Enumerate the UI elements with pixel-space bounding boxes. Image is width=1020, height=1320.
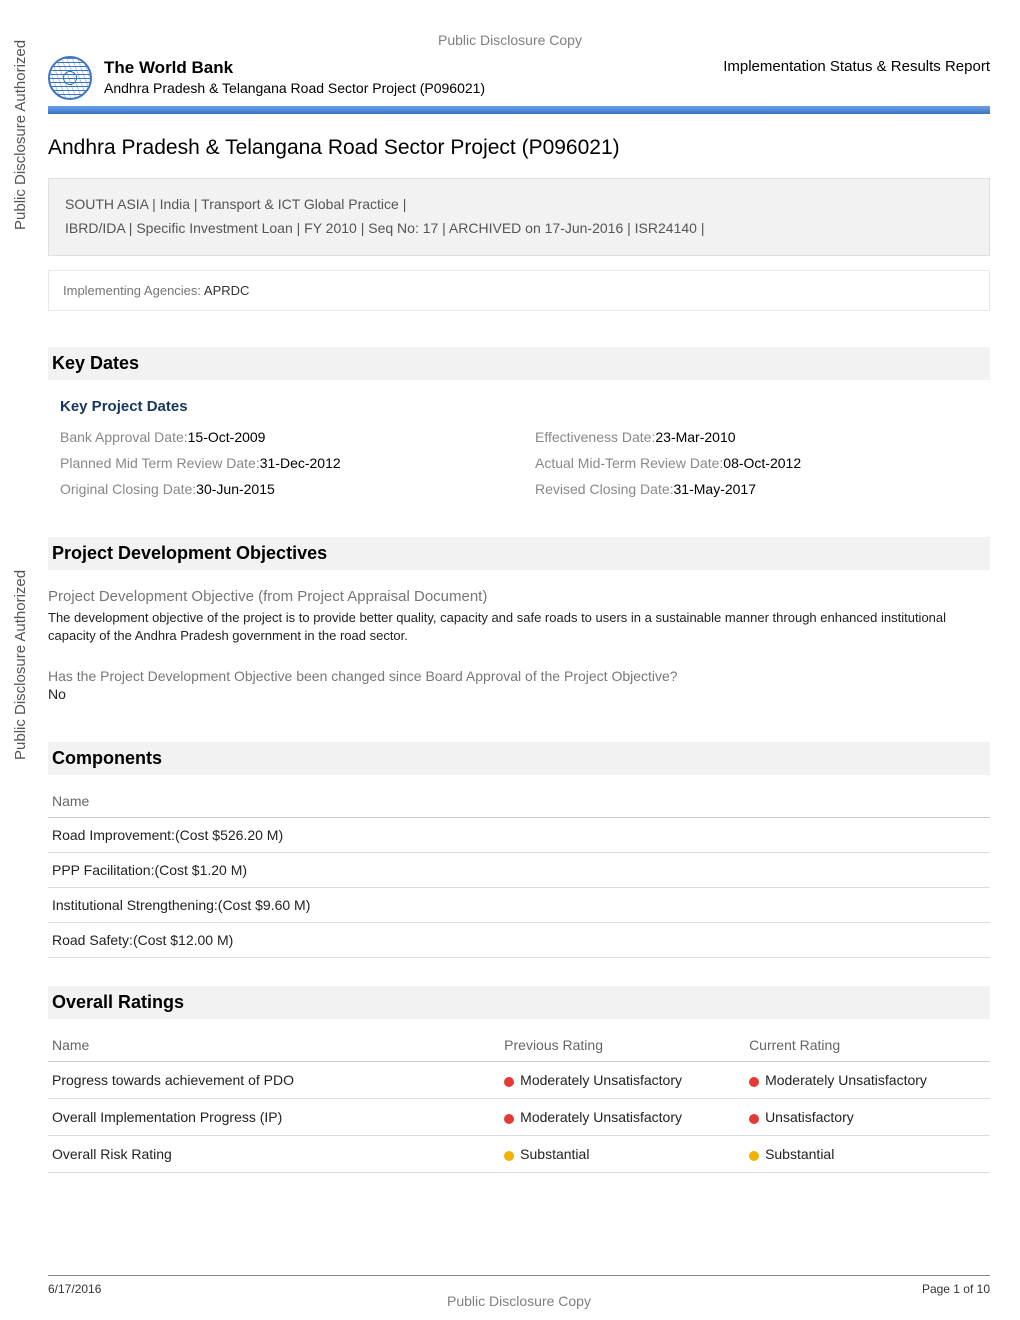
world-bank-logo-icon: [48, 56, 92, 100]
rating-previous: Moderately Unsatisfactory: [500, 1062, 745, 1099]
vertical-disclosure-label-1: Public Disclosure Authorized: [12, 40, 29, 230]
report-type: Implementation Status & Results Report: [723, 56, 990, 75]
rating-current: Substantial: [745, 1136, 990, 1173]
ratings-header: Current Rating: [745, 1029, 990, 1062]
table-row: Progress towards achievement of PDOModer…: [48, 1062, 990, 1099]
vertical-disclosure-label-2: Public Disclosure Authorized: [12, 570, 29, 760]
section-components: Components: [48, 742, 990, 775]
status-dot-icon: [749, 1114, 759, 1124]
rating-previous: Substantial: [500, 1136, 745, 1173]
date-label: Revised Closing Date:: [535, 481, 674, 497]
pdo-answer: No: [48, 686, 990, 702]
date-value: 15-Oct-2009: [188, 429, 266, 445]
status-dot-icon: [504, 1151, 514, 1161]
component-name: PPP Facilitation:(Cost $1.20 M): [48, 853, 990, 888]
components-table: Name Road Improvement:(Cost $526.20 M)PP…: [48, 785, 990, 958]
rating-name: Overall Risk Rating: [48, 1136, 500, 1173]
pdo-text: The development objective of the project…: [48, 609, 990, 647]
rating-current: Moderately Unsatisfactory: [745, 1062, 990, 1099]
component-name: Road Improvement:(Cost $526.20 M): [48, 818, 990, 853]
key-dates-grid: Bank Approval Date:15-Oct-2009 Effectiven…: [60, 429, 990, 497]
table-row: Overall Risk RatingSubstantialSubstantia…: [48, 1136, 990, 1173]
page-footer: 6/17/2016 Page 1 of 10 Public Disclosure…: [48, 1275, 990, 1296]
meta-line-1: SOUTH ASIA | India | Transport & ICT Glo…: [65, 193, 973, 217]
date-item: Effectiveness Date:23-Mar-2010: [535, 429, 990, 445]
status-dot-icon: [504, 1114, 514, 1124]
pdo-question: Has the Project Development Objective be…: [48, 668, 990, 684]
table-row: Road Safety:(Cost $12.00 M): [48, 923, 990, 958]
org-name: The World Bank: [104, 58, 485, 78]
date-item: Bank Approval Date:15-Oct-2009: [60, 429, 515, 445]
section-ratings: Overall Ratings: [48, 986, 990, 1019]
rating-current: Unsatisfactory: [745, 1099, 990, 1136]
component-name: Road Safety:(Cost $12.00 M): [48, 923, 990, 958]
date-label: Bank Approval Date:: [60, 429, 188, 445]
date-item: Actual Mid-Term Review Date:08-Oct-2012: [535, 455, 990, 471]
status-dot-icon: [504, 1077, 514, 1087]
footer-disclosure-label: Public Disclosure Copy: [48, 1293, 990, 1309]
ratings-header: Name: [48, 1029, 500, 1062]
ratings-table: NamePrevious RatingCurrent Rating Progre…: [48, 1029, 990, 1173]
section-pdo: Project Development Objectives: [48, 537, 990, 570]
date-value: 08-Oct-2012: [723, 455, 801, 471]
rating-name: Overall Implementation Progress (IP): [48, 1099, 500, 1136]
date-value: 23-Mar-2010: [655, 429, 735, 445]
page-title: Andhra Pradesh & Telangana Road Sector P…: [48, 136, 990, 160]
date-label: Effectiveness Date:: [535, 429, 655, 445]
rating-previous: Moderately Unsatisfactory: [500, 1099, 745, 1136]
component-name: Institutional Strengthening:(Cost $9.60 …: [48, 888, 990, 923]
ratings-header: Previous Rating: [500, 1029, 745, 1062]
table-row: PPP Facilitation:(Cost $1.20 M): [48, 853, 990, 888]
project-meta-box: SOUTH ASIA | India | Transport & ICT Glo…: [48, 178, 990, 256]
implementing-agencies-box: Implementing Agencies: APRDC: [48, 270, 990, 311]
agencies-label: Implementing Agencies:: [63, 283, 204, 298]
status-dot-icon: [749, 1077, 759, 1087]
date-value: 31-Dec-2012: [260, 455, 341, 471]
status-dot-icon: [749, 1151, 759, 1161]
date-item: Planned Mid Term Review Date:31-Dec-2012: [60, 455, 515, 471]
header-divider: [48, 106, 990, 114]
date-item: Revised Closing Date:31-May-2017: [535, 481, 990, 497]
top-disclosure-label: Public Disclosure Copy: [30, 32, 990, 48]
table-row: Institutional Strengthening:(Cost $9.60 …: [48, 888, 990, 923]
components-header: Name: [48, 785, 990, 818]
table-row: Road Improvement:(Cost $526.20 M): [48, 818, 990, 853]
key-project-dates-heading: Key Project Dates: [60, 398, 990, 415]
project-subtitle: Andhra Pradesh & Telangana Road Sector P…: [104, 80, 485, 96]
date-value: 30-Jun-2015: [196, 481, 275, 497]
date-label: Actual Mid-Term Review Date:: [535, 455, 723, 471]
agencies-value: APRDC: [204, 283, 250, 298]
pdo-sub-heading: Project Development Objective (from Proj…: [48, 588, 990, 605]
date-label: Planned Mid Term Review Date:: [60, 455, 260, 471]
table-row: Overall Implementation Progress (IP)Mode…: [48, 1099, 990, 1136]
date-item: Original Closing Date:30-Jun-2015: [60, 481, 515, 497]
meta-line-2: IBRD/IDA | Specific Investment Loan | FY…: [65, 217, 973, 241]
date-label: Original Closing Date:: [60, 481, 196, 497]
header: The World Bank Andhra Pradesh & Telangan…: [48, 56, 990, 100]
rating-name: Progress towards achievement of PDO: [48, 1062, 500, 1099]
date-value: 31-May-2017: [674, 481, 757, 497]
section-key-dates: Key Dates: [48, 347, 990, 380]
